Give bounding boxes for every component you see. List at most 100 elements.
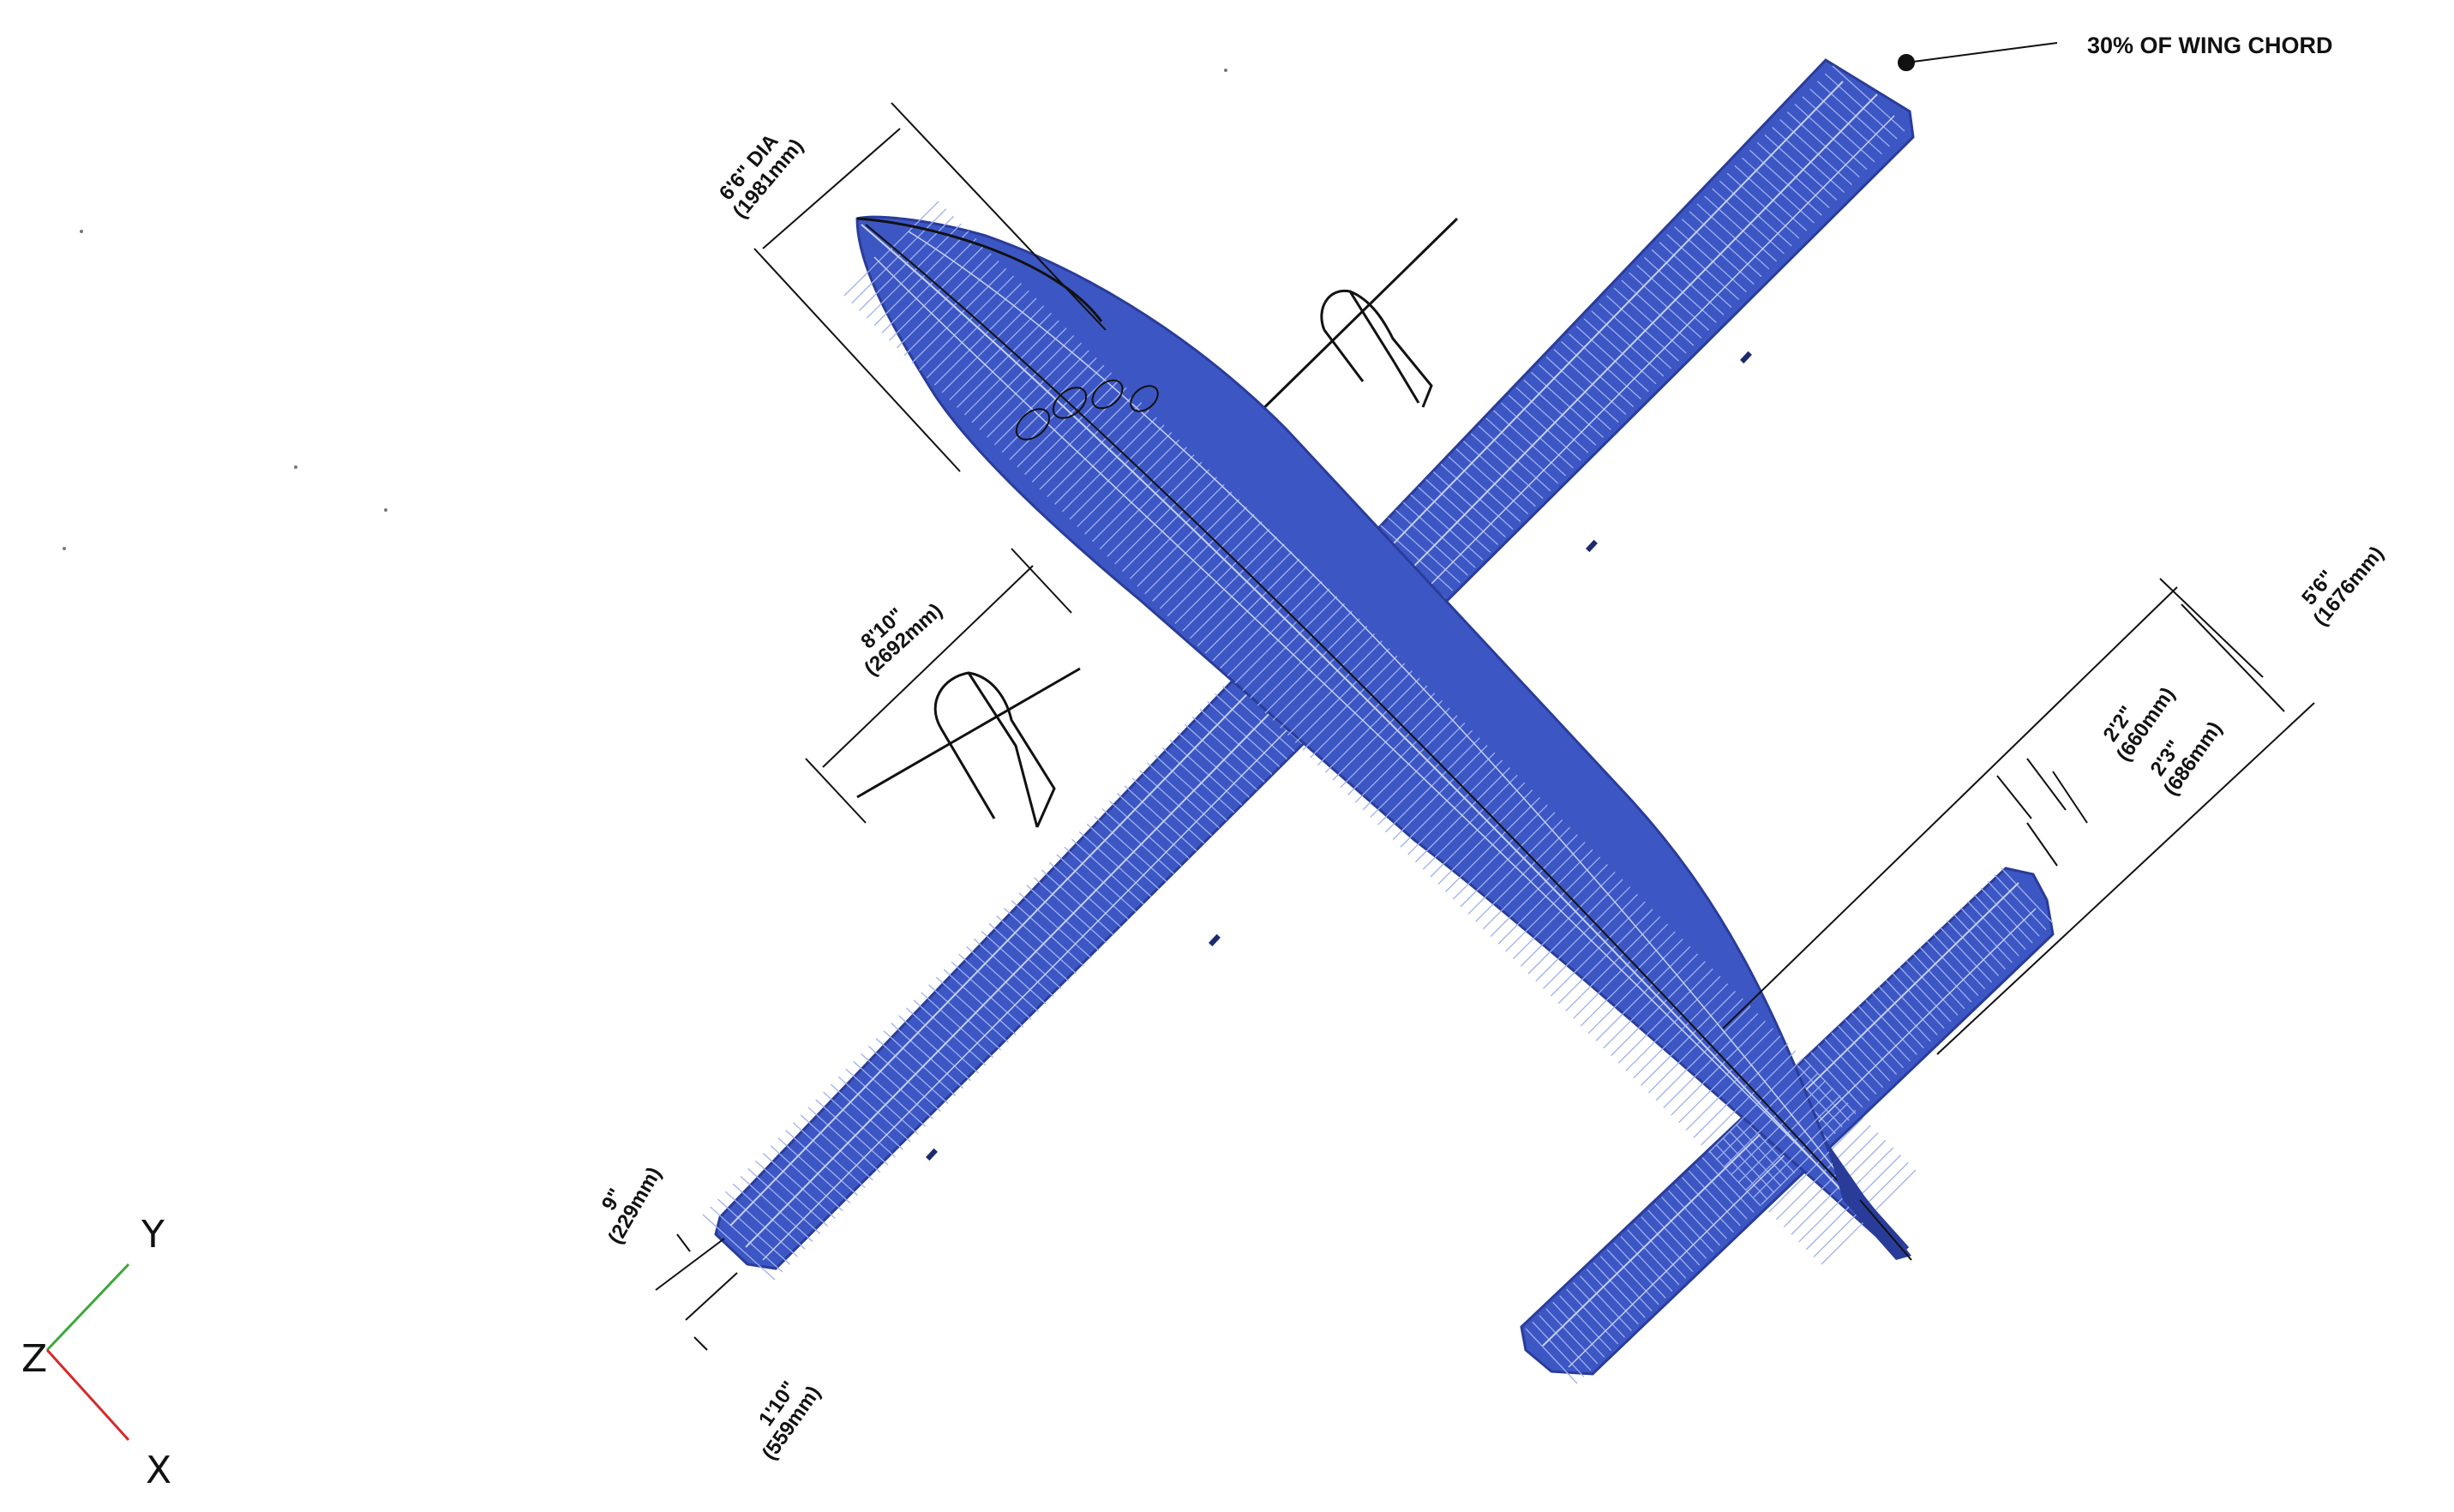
wing-rib xyxy=(1177,731,1250,798)
tail-rib xyxy=(1980,887,2033,944)
wing-rib xyxy=(1605,295,1679,362)
wing-rib xyxy=(1591,310,1665,377)
fuselage-frame xyxy=(1310,663,1406,759)
wing-rib xyxy=(710,1206,783,1273)
wing-rib xyxy=(1064,846,1137,913)
wing-rib xyxy=(1215,693,1287,760)
tail-rib xyxy=(1878,986,1931,1042)
wing-rib xyxy=(1440,464,1514,531)
wing-rib xyxy=(928,984,1002,1051)
tail-rib xyxy=(1573,1281,1625,1338)
wing-rib xyxy=(1418,486,1491,553)
wing-rib xyxy=(1048,861,1122,928)
tail-rib xyxy=(1552,1301,1605,1358)
wing-rib xyxy=(1756,141,1830,208)
fuselage-frame xyxy=(1392,745,1488,840)
tail-rib xyxy=(1539,1315,1592,1371)
wing-rib xyxy=(1786,111,1860,178)
fuselage-frame xyxy=(1731,1080,1827,1176)
fuselage-frame xyxy=(1347,699,1443,795)
wing-rib xyxy=(973,938,1047,1005)
wing-rib xyxy=(1802,96,1875,163)
cockpit-windows xyxy=(1015,379,1159,441)
tail-rib xyxy=(1681,1177,1734,1233)
tail-rib xyxy=(1810,1052,1863,1108)
fuselage-frame xyxy=(1641,990,1736,1086)
fuselage-frame xyxy=(1009,364,1105,460)
fuselage-frame xyxy=(1633,983,1729,1079)
fuselage-frame xyxy=(1595,945,1691,1041)
fuselage-frame xyxy=(1174,529,1270,624)
fuselage-frame xyxy=(1302,655,1398,751)
wing-rib xyxy=(1689,211,1762,278)
wing-rib xyxy=(1561,341,1635,408)
fuselage-frame xyxy=(1535,886,1631,982)
wing-rib xyxy=(1636,264,1709,331)
wing-rib xyxy=(1659,241,1732,308)
fuselage-frame xyxy=(1550,901,1646,997)
wing-rib xyxy=(1545,356,1619,423)
fuselage-frame xyxy=(1738,1087,1833,1183)
wing-rib xyxy=(717,1198,791,1265)
wing-rib xyxy=(1094,815,1167,882)
wing-rib xyxy=(1779,119,1852,186)
fuselage-frame xyxy=(1565,916,1661,1011)
wing-rib xyxy=(905,1007,979,1074)
wing-rib xyxy=(1146,762,1220,829)
tail-rib xyxy=(1586,1269,1639,1325)
fuselage-frame xyxy=(1520,871,1616,967)
wing-rib xyxy=(1508,394,1581,461)
wing-rib xyxy=(1643,256,1717,323)
fuselage-frame xyxy=(1220,573,1315,669)
wing-rib xyxy=(837,1076,911,1143)
wing-rib xyxy=(1184,723,1257,790)
wing-rib xyxy=(1071,838,1144,905)
fuselage-frame xyxy=(1377,729,1473,825)
wing-rib xyxy=(785,1130,859,1197)
wing-rib xyxy=(747,1167,821,1234)
fuselage-frame xyxy=(941,297,1037,393)
tail-rib xyxy=(1627,1229,1680,1286)
fuselage-frame xyxy=(1671,1020,1767,1116)
wing-rib xyxy=(1832,65,1905,132)
wing-rib xyxy=(1191,716,1265,783)
wing-rib xyxy=(1199,708,1273,775)
wing-rib xyxy=(1011,900,1084,967)
fuselage-frame xyxy=(1745,1095,1841,1191)
fuselage-frame xyxy=(1234,588,1330,684)
wing-rib xyxy=(1455,448,1529,515)
fuselage-frame xyxy=(979,335,1075,430)
tail-rib xyxy=(1803,1059,1857,1114)
wing-rib xyxy=(875,1038,949,1105)
fuselage-frame xyxy=(1091,447,1187,543)
fuselage-frame xyxy=(896,253,992,349)
wing-rib xyxy=(966,945,1039,1012)
fuselage-frame xyxy=(971,327,1067,423)
tail-rib xyxy=(1701,1157,1755,1213)
fuselage-frame xyxy=(1257,610,1353,706)
wing-rib xyxy=(1161,747,1235,813)
right-engine-nacelle xyxy=(1320,289,1433,408)
wing-rib xyxy=(1651,249,1725,315)
wing-rib xyxy=(1478,425,1551,492)
wing-rib xyxy=(1734,165,1808,231)
wing-rib xyxy=(740,1175,813,1242)
tail-rib xyxy=(1613,1242,1666,1299)
fuselage-frame xyxy=(1573,923,1669,1019)
axis-triad: Y Z X xyxy=(21,1213,171,1492)
tail-rib xyxy=(1715,1143,1768,1200)
wing-rib xyxy=(935,976,1009,1043)
wing-rib xyxy=(1816,81,1890,147)
fuselage-frame xyxy=(949,305,1045,401)
wing-rib xyxy=(861,1053,933,1119)
fuselage-frame xyxy=(1603,953,1699,1049)
fuselage-frame xyxy=(963,320,1059,416)
dimension-lines xyxy=(655,42,2315,1351)
wing-rib xyxy=(1395,509,1468,576)
fuselage-frame xyxy=(1370,723,1466,818)
wing-rib xyxy=(1432,471,1506,537)
wing-rib xyxy=(1448,456,1521,523)
wing-rib xyxy=(883,1030,957,1097)
fuselage-frame xyxy=(1354,707,1450,803)
fuselage-frame xyxy=(1723,1072,1819,1168)
